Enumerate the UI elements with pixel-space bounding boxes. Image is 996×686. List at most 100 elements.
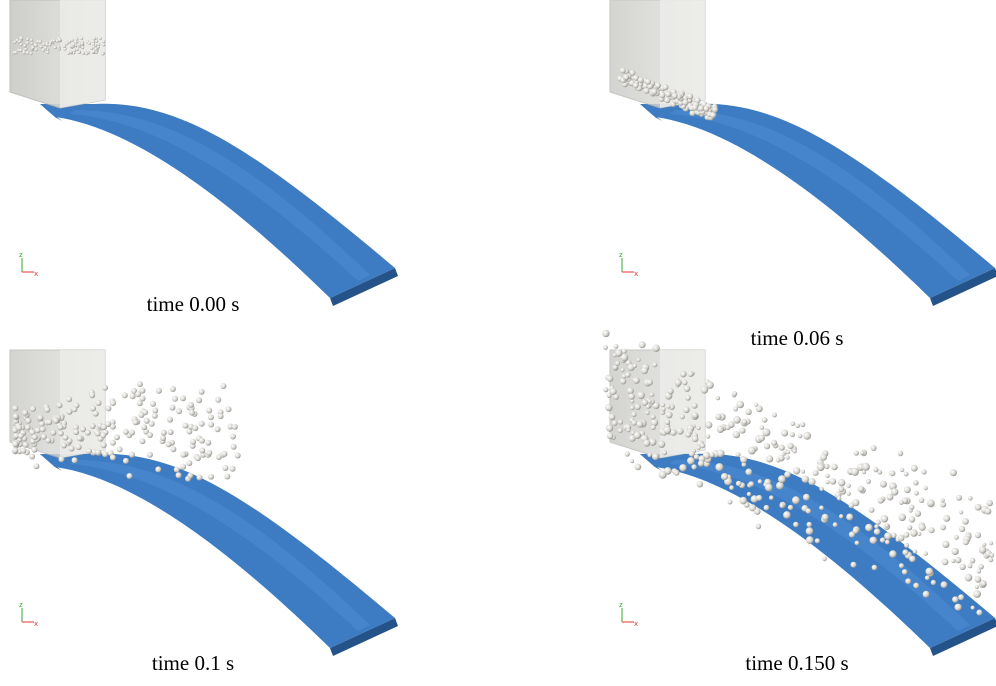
particle — [77, 435, 83, 441]
particle — [73, 49, 76, 52]
particle — [795, 423, 800, 428]
particle — [230, 434, 236, 440]
particle — [137, 381, 143, 387]
particle — [32, 434, 38, 440]
particle — [230, 466, 236, 472]
particle — [855, 541, 860, 546]
particle — [22, 51, 25, 54]
particle — [781, 430, 788, 437]
particle — [979, 546, 986, 553]
particle — [926, 568, 934, 576]
particle — [667, 388, 673, 394]
particle — [825, 480, 829, 484]
particle — [166, 441, 172, 447]
particle — [622, 349, 627, 354]
particle — [873, 467, 878, 472]
particle — [93, 37, 96, 40]
particle — [819, 487, 824, 492]
particle — [187, 473, 193, 479]
particle — [42, 43, 45, 46]
particle — [609, 414, 616, 421]
particle — [807, 522, 812, 527]
particle — [160, 435, 166, 441]
particle — [149, 421, 155, 427]
particle — [822, 556, 827, 561]
particle — [18, 433, 24, 439]
particle — [728, 500, 733, 505]
chute — [640, 454, 995, 648]
particle — [849, 531, 855, 537]
particle — [917, 532, 921, 536]
particle — [638, 77, 644, 83]
particle — [745, 469, 752, 476]
particle — [675, 379, 682, 386]
particle — [898, 535, 905, 542]
particle — [729, 485, 734, 490]
particle — [33, 463, 39, 469]
particle — [623, 74, 629, 80]
particle — [680, 414, 685, 419]
particle — [644, 88, 650, 94]
particle — [613, 394, 619, 400]
particle — [666, 411, 673, 418]
particle — [631, 420, 637, 426]
particle — [606, 425, 613, 432]
particle — [682, 99, 688, 105]
particle — [793, 522, 799, 528]
particle — [170, 386, 176, 392]
particle — [872, 565, 878, 571]
particle — [80, 37, 83, 40]
particle — [46, 419, 52, 425]
particle — [728, 421, 734, 427]
particle — [698, 460, 704, 466]
particle — [631, 412, 636, 417]
particle — [923, 591, 930, 598]
particle — [199, 438, 205, 444]
particle — [940, 525, 946, 531]
particle — [801, 470, 805, 474]
particle — [756, 524, 762, 530]
particle — [90, 406, 96, 412]
particle — [692, 436, 699, 443]
particle — [129, 452, 135, 458]
figure: zxtime 0.00 szxtime 0.06 szxtime 0.1 szx… — [0, 0, 996, 686]
particle — [73, 429, 79, 435]
particle — [682, 380, 687, 385]
particle — [687, 457, 695, 465]
particle — [977, 569, 981, 573]
particle — [701, 386, 709, 394]
particle — [71, 406, 77, 412]
particle — [45, 43, 48, 46]
particle — [30, 406, 36, 412]
particle — [931, 580, 936, 585]
particle — [903, 532, 909, 538]
particle — [645, 79, 651, 85]
particle — [25, 425, 31, 431]
particle — [97, 43, 100, 46]
particle — [824, 464, 829, 469]
particle — [634, 432, 641, 439]
particle — [208, 474, 214, 480]
particle — [63, 47, 66, 50]
particle — [663, 426, 671, 434]
particle — [135, 391, 141, 397]
particle — [970, 558, 976, 564]
particle — [110, 440, 116, 446]
particle — [90, 423, 96, 429]
particle — [67, 52, 70, 55]
particle — [780, 503, 785, 508]
particle — [748, 481, 754, 487]
particle — [182, 423, 188, 429]
particle — [35, 48, 38, 51]
particle — [41, 434, 47, 440]
particle — [105, 405, 111, 411]
particle — [716, 396, 720, 400]
particle — [698, 105, 704, 111]
particle — [651, 89, 657, 95]
particle — [625, 451, 630, 456]
particle — [655, 83, 661, 89]
particle — [100, 432, 106, 438]
particle — [38, 415, 44, 421]
particle — [975, 576, 982, 583]
particle — [48, 43, 51, 46]
